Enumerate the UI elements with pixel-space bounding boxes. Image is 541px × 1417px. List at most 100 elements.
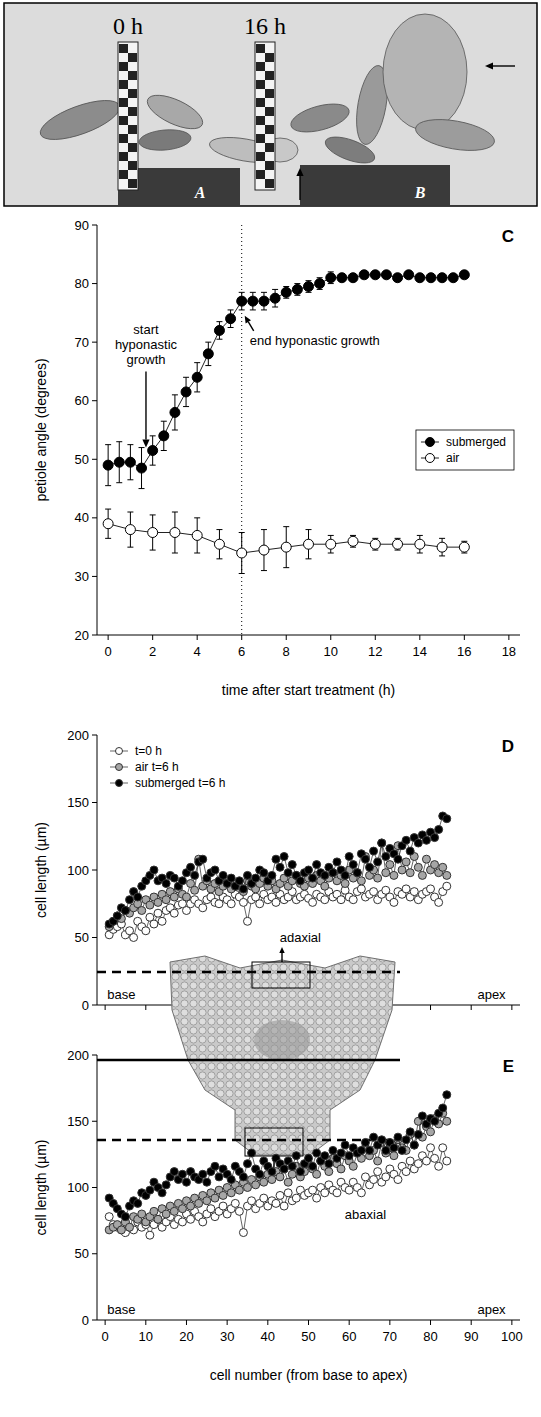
error-cap	[150, 465, 156, 466]
error-cap	[283, 298, 289, 299]
x-tick	[197, 635, 198, 640]
data-point	[181, 387, 191, 397]
chart: 0102030405060708090100050100150200cell l…	[33, 1048, 523, 1384]
error-cap	[239, 309, 245, 310]
x-tick-label: 0	[105, 644, 112, 659]
ruler-square	[265, 107, 274, 116]
error-cap	[372, 538, 378, 539]
data-point	[337, 273, 347, 283]
ruler-square	[119, 152, 128, 161]
data-point	[443, 815, 451, 823]
data-point	[382, 869, 390, 877]
error-cap	[261, 570, 267, 571]
error-cap	[328, 271, 334, 272]
ruler-square	[119, 116, 128, 125]
data-point	[422, 836, 430, 844]
data-point	[268, 1176, 276, 1184]
data-point	[148, 528, 158, 538]
series	[105, 839, 451, 931]
ruler-square	[256, 44, 265, 53]
x-tick-label: 30	[220, 1329, 234, 1344]
error-cap	[328, 535, 334, 536]
data-point	[443, 1157, 451, 1165]
y-tick-label: 50	[75, 930, 89, 945]
error-cap	[216, 529, 222, 530]
data-point	[170, 1168, 178, 1176]
error-cap	[161, 421, 167, 422]
data-point	[390, 898, 398, 906]
data-point	[105, 1213, 113, 1221]
data-point	[113, 912, 121, 920]
data-point	[382, 853, 390, 861]
y-tick-label: 0	[82, 998, 89, 1013]
data-point	[199, 1170, 207, 1178]
data-point	[248, 296, 258, 306]
x-tick	[349, 1320, 350, 1325]
data-point	[325, 1168, 333, 1176]
data-point	[260, 869, 268, 877]
plot-area	[105, 1091, 451, 1239]
ruler	[118, 42, 138, 190]
data-point	[366, 1146, 374, 1154]
data-point	[154, 1215, 162, 1223]
data-point	[288, 861, 296, 869]
leaf	[36, 92, 125, 147]
y-tick-label: 150	[67, 1114, 89, 1129]
data-point	[121, 907, 129, 915]
data-point	[103, 460, 113, 470]
data-point	[325, 1160, 333, 1168]
data-point	[243, 1184, 251, 1192]
leaf	[138, 128, 192, 152]
error-cap	[172, 394, 178, 395]
y-tick	[92, 1253, 97, 1254]
error-cap	[105, 538, 111, 539]
legend-frame	[416, 430, 514, 470]
data-point	[357, 1146, 365, 1154]
data-point	[195, 1199, 203, 1207]
error-cap	[228, 327, 234, 328]
error-cap	[194, 517, 200, 518]
leaf	[383, 14, 467, 130]
y-tick	[92, 283, 97, 284]
data-point	[361, 855, 369, 863]
error-cap	[183, 406, 189, 407]
data-point	[239, 898, 247, 906]
error-cap	[194, 553, 200, 554]
data-point	[121, 1213, 129, 1221]
error-cap	[283, 526, 289, 527]
y-tick	[92, 1320, 97, 1321]
error-cap	[439, 538, 445, 539]
data-point	[284, 1189, 292, 1197]
data-point	[170, 909, 178, 917]
data-point	[370, 888, 378, 896]
data-point	[374, 1157, 382, 1165]
legend-label: t=0 h	[135, 744, 162, 758]
y-axis	[97, 225, 98, 635]
x-tick	[471, 1320, 472, 1325]
y-tick	[92, 1005, 97, 1006]
data-point	[406, 1157, 414, 1165]
data-point	[219, 871, 227, 879]
error-cap	[228, 309, 234, 310]
data-point	[226, 314, 236, 324]
data-point	[227, 1189, 235, 1197]
data-point	[435, 1162, 443, 1170]
data-point	[415, 273, 425, 283]
data-point	[150, 866, 158, 874]
error-cap	[239, 292, 245, 293]
ruler-square	[128, 53, 137, 62]
data-point	[431, 834, 439, 842]
ruler-square	[256, 170, 265, 179]
data-point	[280, 1165, 288, 1173]
data-point	[374, 1168, 382, 1176]
error-cap	[205, 342, 211, 343]
data-point	[431, 1154, 439, 1162]
data-point	[162, 1181, 170, 1189]
y-tick-label: 0	[82, 1313, 89, 1328]
data-point	[321, 1152, 329, 1160]
arrow-head	[142, 440, 149, 448]
data-point	[304, 282, 314, 292]
y-tick	[92, 225, 97, 226]
x-tick-label: 90	[464, 1329, 478, 1344]
annotation: end hyponastic growth	[250, 333, 380, 348]
